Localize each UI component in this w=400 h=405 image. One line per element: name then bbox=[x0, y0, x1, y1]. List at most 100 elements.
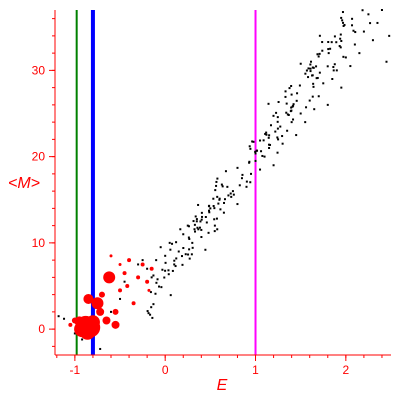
black-data-point bbox=[317, 95, 320, 98]
black-data-point bbox=[151, 316, 154, 319]
black-data-point bbox=[341, 11, 344, 14]
black-data-point bbox=[305, 69, 308, 72]
black-data-point bbox=[188, 237, 191, 240]
black-data-point bbox=[123, 280, 126, 283]
black-data-point bbox=[290, 84, 293, 87]
black-data-point bbox=[333, 35, 336, 38]
y-tick-label: 20 bbox=[32, 150, 46, 164]
black-data-point bbox=[187, 225, 190, 228]
black-data-point bbox=[307, 76, 310, 79]
black-data-point bbox=[254, 150, 257, 153]
black-data-point bbox=[335, 69, 338, 72]
black-data-point bbox=[119, 297, 122, 300]
black-data-point bbox=[329, 47, 332, 50]
black-data-point bbox=[216, 195, 219, 198]
red-data-point bbox=[96, 307, 105, 316]
black-data-point bbox=[180, 255, 183, 258]
black-data-point bbox=[220, 183, 223, 186]
black-series bbox=[57, 9, 391, 350]
black-data-point bbox=[308, 99, 311, 102]
black-data-point bbox=[194, 230, 197, 233]
black-data-point bbox=[284, 95, 287, 98]
y-tick-label: 0 bbox=[38, 322, 45, 336]
red-data-point bbox=[122, 271, 127, 276]
x-tick-label: 1 bbox=[252, 363, 259, 377]
black-data-point bbox=[322, 82, 325, 85]
black-data-point bbox=[173, 259, 176, 262]
red-data-point bbox=[131, 301, 136, 306]
black-data-point bbox=[335, 41, 338, 44]
black-data-point bbox=[164, 269, 167, 272]
black-data-point bbox=[229, 192, 232, 195]
black-data-point bbox=[331, 78, 334, 80]
black-data-point bbox=[110, 310, 112, 313]
black-data-point bbox=[57, 315, 60, 318]
black-data-point bbox=[177, 250, 180, 253]
black-data-point bbox=[218, 197, 221, 200]
black-data-point bbox=[204, 248, 207, 251]
x-axis-label: E bbox=[217, 377, 228, 394]
black-data-point bbox=[265, 133, 268, 136]
y-axis-label: <M> bbox=[8, 175, 40, 192]
black-data-point bbox=[188, 257, 191, 260]
black-data-point bbox=[181, 263, 184, 266]
black-data-point bbox=[207, 205, 210, 208]
black-data-point bbox=[267, 143, 270, 146]
black-data-point bbox=[338, 45, 341, 48]
black-data-point bbox=[342, 21, 345, 24]
black-data-point bbox=[304, 72, 307, 75]
black-data-point bbox=[137, 263, 140, 266]
black-data-point bbox=[219, 208, 222, 211]
black-data-point bbox=[207, 231, 210, 234]
x-tick-label: 0 bbox=[162, 363, 169, 377]
black-data-point bbox=[196, 226, 199, 229]
black-data-point bbox=[367, 13, 370, 16]
black-data-point bbox=[312, 82, 315, 85]
black-data-point bbox=[321, 49, 324, 52]
black-data-point bbox=[388, 34, 391, 37]
black-data-point bbox=[208, 211, 211, 214]
black-data-point bbox=[164, 261, 167, 264]
red-data-point bbox=[83, 293, 94, 304]
black-data-point bbox=[248, 145, 251, 148]
black-data-point bbox=[254, 152, 257, 155]
red-data-point bbox=[98, 291, 105, 298]
black-data-point bbox=[169, 294, 172, 297]
black-data-point bbox=[218, 198, 221, 201]
black-data-point bbox=[252, 140, 255, 143]
black-data-point bbox=[186, 224, 189, 227]
black-data-point bbox=[281, 142, 284, 145]
black-data-point bbox=[318, 34, 321, 37]
black-data-point bbox=[164, 254, 167, 257]
black-data-point bbox=[318, 71, 321, 74]
black-data-point bbox=[340, 86, 343, 89]
black-data-point bbox=[286, 129, 289, 132]
black-data-point bbox=[191, 246, 194, 249]
black-data-point bbox=[200, 218, 203, 221]
black-data-point bbox=[149, 313, 152, 316]
black-data-point bbox=[212, 197, 215, 200]
black-data-point bbox=[261, 154, 264, 157]
black-data-point bbox=[351, 17, 354, 20]
black-data-point bbox=[327, 48, 330, 51]
black-data-point bbox=[195, 218, 198, 221]
black-data-point bbox=[63, 317, 66, 320]
black-data-point bbox=[236, 203, 239, 206]
black-data-point bbox=[250, 172, 252, 175]
black-data-point bbox=[159, 246, 162, 249]
black-data-point bbox=[260, 150, 263, 153]
black-data-point bbox=[195, 220, 198, 223]
black-data-point bbox=[200, 228, 203, 231]
black-data-point bbox=[198, 226, 201, 229]
black-data-point bbox=[213, 230, 216, 233]
black-data-point bbox=[292, 103, 295, 106]
black-data-point bbox=[349, 65, 352, 68]
black-data-point bbox=[277, 138, 280, 141]
black-data-point bbox=[231, 190, 234, 193]
black-data-point bbox=[290, 109, 293, 112]
red-data-point bbox=[71, 317, 78, 324]
black-data-point bbox=[150, 306, 153, 309]
black-data-point bbox=[326, 103, 329, 106]
